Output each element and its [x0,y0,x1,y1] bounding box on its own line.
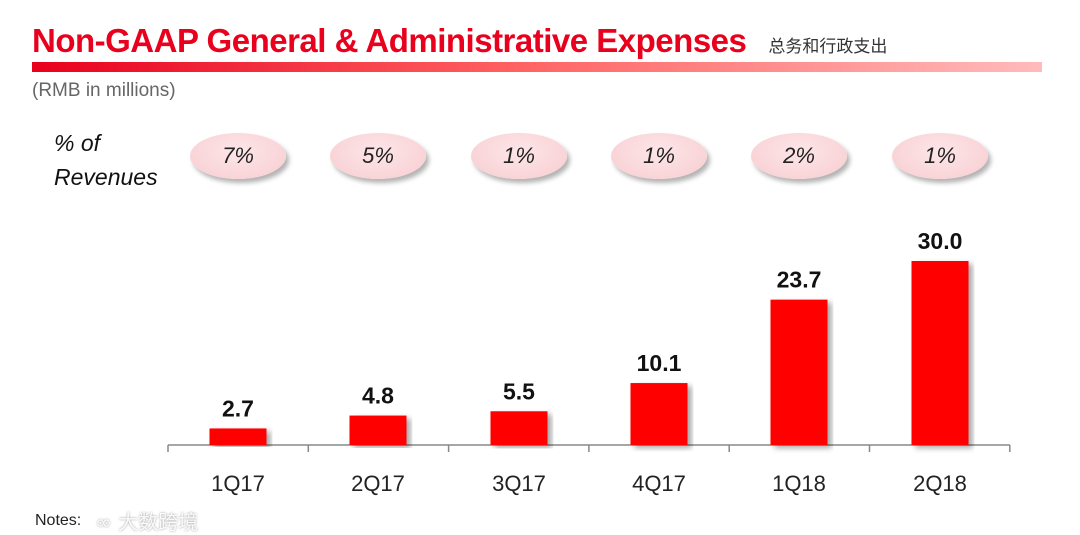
header: Non-GAAP General & Administrative Expens… [32,22,887,60]
data-label-2Q17: 4.8 [362,383,394,409]
watermark-logo-icon: ∞ [95,510,119,534]
chinese-subtitle: 总务和行政支出 [768,37,888,57]
data-label-1Q18: 23.7 [777,267,822,293]
x-tick-label-3Q17: 3Q17 [492,471,546,496]
pct-of-revenues-label: % of Revenues [54,126,158,194]
x-tick-label-2Q18: 2Q18 [913,471,967,496]
data-label-1Q17: 2.7 [222,395,254,421]
pct-bubble-1Q17: 7% [190,133,286,179]
x-tick-label-1Q18: 1Q18 [772,471,826,496]
pct-bubble-4Q17: 1% [611,133,707,179]
data-label-4Q17: 10.1 [637,350,682,376]
watermark-logo: ∞ 大数跨境 [95,506,198,535]
pct-bubble-2Q17: 5% [330,133,426,179]
pct-bubble-2Q18: 1% [892,133,988,179]
bar-1Q18 [770,299,828,445]
page-title: Non-GAAP General & Administrative Expens… [32,22,747,59]
watermark-text: 大数跨境 [118,510,199,534]
pct-label-line2: Revenues [54,164,158,190]
x-tick-label-4Q17: 4Q17 [632,471,686,496]
bar-4Q17 [630,383,688,445]
bar-1Q17 [209,428,267,445]
pct-bubble-3Q17: 1% [471,133,567,179]
unit-label: (RMB in millions) [32,80,176,101]
bar-2Q18 [911,261,969,445]
footer: Notes: ∞ 大数跨境 [35,506,198,535]
x-tick-label-1Q17: 1Q17 [211,471,265,496]
bar-3Q17 [490,411,548,445]
pct-label-line1: % of [54,130,101,156]
x-tick-label-2Q17: 2Q17 [351,471,405,496]
pct-bubble-1Q18: 2% [751,133,847,179]
title-divider [32,62,1042,72]
notes-label: Notes: [35,511,82,529]
data-label-2Q18: 30.0 [918,228,963,254]
data-label-3Q17: 5.5 [503,378,535,404]
bar-2Q17 [349,415,407,445]
